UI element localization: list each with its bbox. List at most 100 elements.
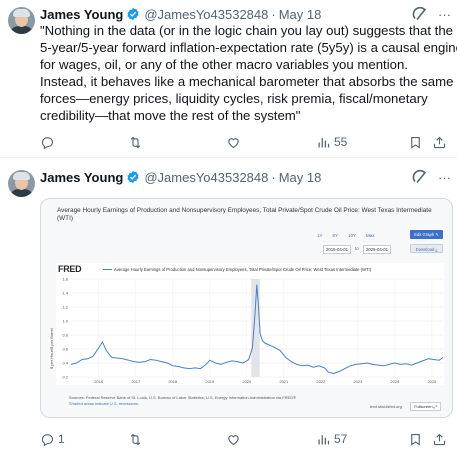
tweet-top-actions: ··· [412, 169, 451, 185]
grok-icon[interactable] [412, 169, 428, 185]
avatar[interactable] [8, 7, 35, 34]
range-button-10y[interactable]: 10Y [348, 233, 357, 238]
bookmark-icon [411, 433, 420, 446]
repost-icon [130, 136, 141, 148]
author-handle[interactable]: @JamesYo43532848 [144, 169, 269, 185]
avatar[interactable] [8, 170, 35, 197]
y-tick-label: 0.6 [62, 347, 68, 352]
x-tick-label: 2023 [353, 379, 363, 384]
chart-title: Average Hourly Earnings of Production an… [57, 207, 432, 222]
y-tick-label: 0.8 [62, 333, 68, 338]
legend-label: Average Hourly Earnings of Production an… [114, 267, 372, 272]
chart-source: Sources: Federal Reserve Bank of St. Lou… [69, 395, 297, 400]
tweet-text-line: for wages, oil, or any of the other macr… [40, 57, 408, 72]
y-tick-label: 1.4 [62, 291, 68, 296]
views-icon [318, 137, 330, 147]
chart-legend: Average Hourly Earnings of Production an… [103, 267, 371, 272]
verified-badge-icon [127, 7, 139, 21]
download-button[interactable]: Download ⤓ [410, 244, 443, 253]
tweet-date[interactable]: May 18 [278, 169, 322, 185]
like-icon [228, 137, 239, 148]
range-button-1y[interactable]: 1Y [317, 233, 323, 238]
x-tick-label: 2022 [316, 379, 326, 384]
x-tick-label: 2016 [94, 379, 104, 384]
x-tick-label: 2020 [242, 379, 252, 384]
like-icon [228, 434, 239, 445]
range-buttons: 1Y 5Y 10Y Max [313, 232, 379, 239]
x-tick-label: 2025 [427, 379, 437, 384]
y-tick-label: 1.0 [62, 319, 68, 324]
tweet-header: James Young @JamesYo43532848 · May 18 [40, 168, 321, 186]
grok-icon[interactable] [412, 6, 428, 22]
author-handle[interactable]: @JamesYo43532848 [144, 6, 269, 22]
share-button[interactable] [432, 135, 452, 150]
edit-graph-button[interactable]: Edit Graph ✎ [410, 230, 443, 239]
author-name[interactable]: James Young [40, 6, 124, 22]
fred-logo[interactable]: FRED [58, 264, 82, 274]
legend-swatch [103, 269, 112, 271]
author-name[interactable]: James Young [40, 169, 124, 185]
x-tick-label: 2019 [205, 379, 215, 384]
y-tick-label: 1.6 [62, 277, 68, 282]
like-button[interactable] [226, 135, 316, 150]
series-line [70, 284, 444, 375]
fullscreen-button[interactable]: Fullscreen ⤢ [410, 402, 441, 411]
plot-area [56, 263, 444, 385]
bookmark-button[interactable] [408, 432, 432, 447]
reply-button[interactable]: 1 [40, 432, 128, 447]
share-icon [433, 136, 446, 148]
tweet-1[interactable]: James Young @JamesYo43532848 · May 18 ··… [0, 0, 457, 158]
y-tick-label: 0.2 [62, 375, 68, 380]
repost-icon [130, 433, 141, 445]
tweet-text-line: 5-year/5-year forward inflation-expectat… [40, 40, 457, 55]
reply-icon [41, 433, 54, 446]
date-to-label: to [355, 246, 359, 251]
share-button[interactable] [432, 432, 452, 447]
views-icon [318, 434, 330, 444]
tweet-text-line: forces—energy prices, liquidity cycles, … [40, 91, 428, 106]
x-tick-label: 2021 [279, 379, 289, 384]
x-tick-label: 2018 [168, 379, 178, 384]
fred-graph-card[interactable]: Average Hourly Earnings of Production an… [40, 198, 453, 418]
bookmark-button[interactable] [408, 135, 432, 150]
tweet-2[interactable]: James Young @JamesYo43532848 · May 18 ··… [0, 160, 457, 460]
views-button[interactable]: 57 [316, 432, 408, 447]
tweet-actions: 55 [40, 132, 452, 152]
date-to-input[interactable]: 2025-04-01 [363, 245, 391, 254]
range-button-5y[interactable]: 5Y [332, 233, 339, 238]
views-count: 57 [334, 432, 348, 446]
repost-button[interactable] [128, 432, 226, 447]
range-button-max[interactable]: Max [366, 233, 375, 238]
x-tick-label: 2017 [131, 379, 141, 384]
tweet-top-actions: ··· [412, 6, 451, 22]
reply-button[interactable] [40, 135, 128, 150]
share-icon [433, 433, 446, 445]
reply-count: 1 [58, 432, 65, 446]
separator-dot: · [271, 6, 276, 22]
tweet-date[interactable]: May 18 [278, 6, 322, 22]
date-from-input[interactable]: 2015-04-01 [323, 245, 351, 254]
recessions-note[interactable]: Shaded areas indicate U.S. recessions. [69, 401, 140, 406]
tweet-text-line: credibility—that move the rest of the sy… [40, 108, 301, 123]
views-count: 55 [334, 135, 348, 149]
reply-icon [41, 136, 54, 149]
like-button[interactable] [226, 432, 316, 447]
verified-badge-icon [127, 170, 139, 184]
tweet-text: "Nothing in the data (or in the logic ch… [40, 22, 457, 124]
more-icon[interactable]: ··· [438, 6, 451, 22]
repost-button[interactable] [128, 135, 226, 150]
fred-url[interactable]: fred.stlouisfed.org [370, 404, 402, 409]
x-tick-label: 2024 [390, 379, 400, 384]
tweet-actions: 1 57 [40, 429, 452, 449]
tweet-text-line: "Nothing in the data (or in the logic ch… [40, 23, 454, 38]
y-tick-label: 1.2 [62, 305, 68, 310]
bookmark-icon [411, 136, 420, 149]
separator-dot: · [271, 169, 276, 185]
more-icon[interactable]: ··· [438, 169, 451, 185]
recession-shade [251, 279, 260, 377]
tweet-header: James Young @JamesYo43532848 · May 18 [40, 5, 321, 23]
views-button[interactable]: 55 [316, 135, 408, 150]
y-tick-label: 0.4 [62, 361, 68, 366]
tweet-text-line: Instead, it behaves like a mechanical ba… [40, 74, 454, 89]
line-chart: 0.2 0.4 0.6 0.8 1.0 1.2 1.4 1.6 2016 2017 2018 2019… [62, 277, 444, 384]
